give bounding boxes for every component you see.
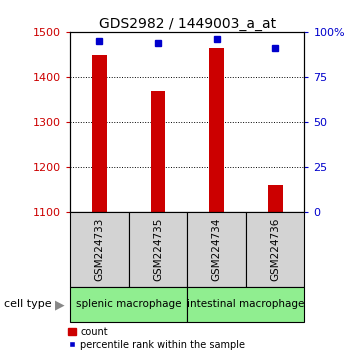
Bar	[187, 212, 246, 287]
Text: intestinal macrophage: intestinal macrophage	[187, 299, 304, 309]
Bar	[246, 212, 304, 287]
Text: GSM224735: GSM224735	[153, 218, 163, 281]
Bar	[209, 48, 224, 212]
Text: ▶: ▶	[55, 298, 64, 311]
Bar	[129, 212, 187, 287]
Bar	[70, 287, 187, 322]
Text: GSM224734: GSM224734	[211, 218, 222, 281]
Legend: count, percentile rank within the sample: count, percentile rank within the sample	[68, 327, 245, 350]
Text: splenic macrophage: splenic macrophage	[76, 299, 181, 309]
Bar	[92, 55, 107, 212]
Text: GSM224733: GSM224733	[94, 218, 104, 281]
Text: GSM224736: GSM224736	[270, 218, 280, 281]
Bar	[150, 91, 165, 212]
Bar	[70, 212, 129, 287]
Bar	[187, 287, 304, 322]
Text: cell type: cell type	[4, 299, 51, 309]
Bar	[268, 185, 282, 212]
Title: GDS2982 / 1449003_a_at: GDS2982 / 1449003_a_at	[99, 17, 276, 31]
